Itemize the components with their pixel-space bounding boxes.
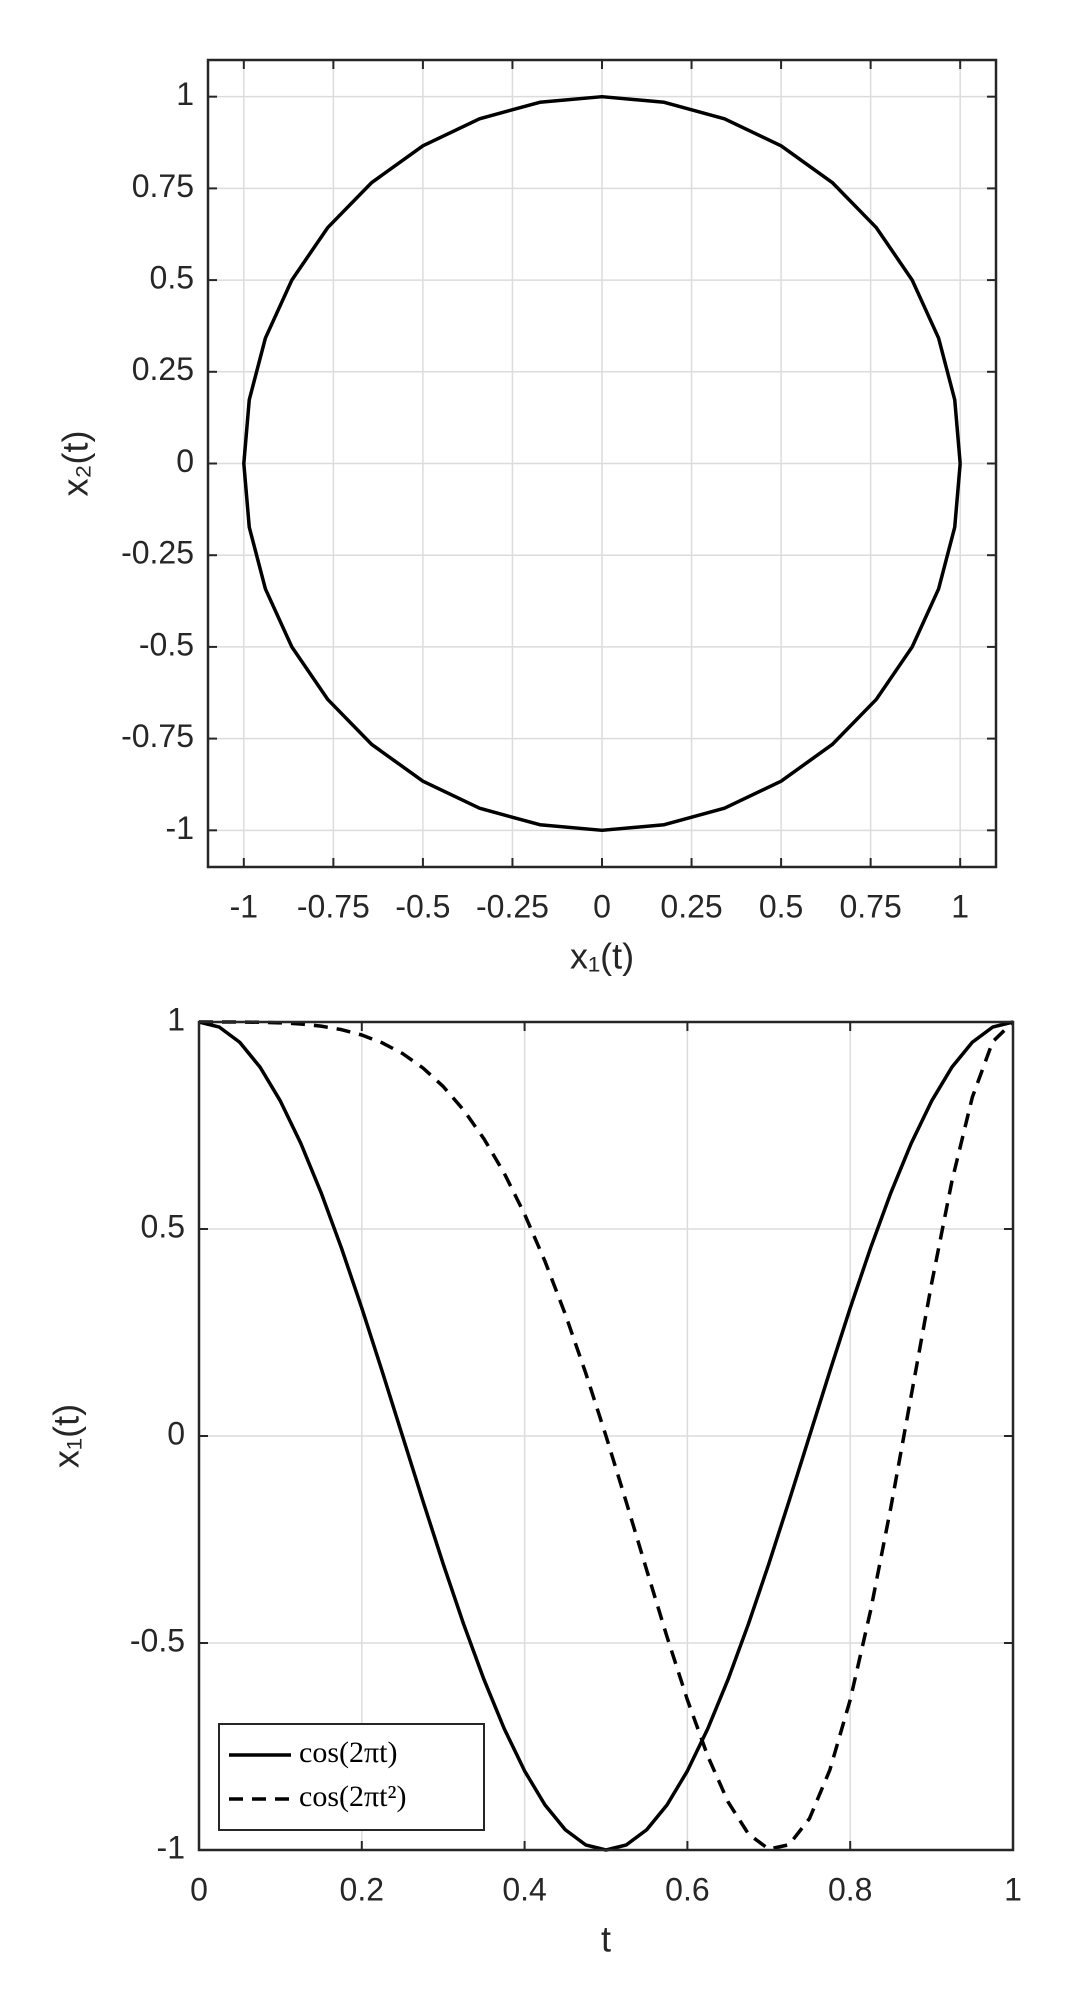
x-axis-label: t	[601, 1919, 611, 1960]
x-tick-label: 0	[593, 888, 611, 924]
x-tick-label: 0.75	[839, 888, 901, 924]
data-line	[242, 94, 962, 833]
y-axis-label: x₂(t)	[55, 431, 96, 497]
legend-label: cos(2πt)	[299, 1736, 397, 1769]
y-tick-label: 0.75	[132, 168, 194, 204]
x-tick-label: -1	[230, 888, 258, 924]
y-tick-label: -0.25	[121, 535, 194, 571]
y-tick-label: -1	[166, 810, 194, 846]
y-tick-label: 1	[176, 76, 194, 112]
y-tick-label: 0	[167, 1415, 185, 1451]
axes: 0 0.2 0.4 0.6 0.8 1 -1 -0.5 0 0.5 1 t x₁(t) cos(2πt) c…	[46, 1001, 1022, 1959]
legend-label: cos(2πt²)	[299, 1780, 406, 1813]
y-axis-label: x₁(t)	[46, 1404, 87, 1468]
x-tick-label: 0.4	[502, 1871, 546, 1907]
y-tick-label: -1	[157, 1829, 185, 1865]
x-tick-label: 0.5	[759, 888, 803, 924]
y-tick-label: 0.5	[150, 260, 194, 296]
x-tick-label: 0.25	[660, 888, 722, 924]
x-tick-label: -0.25	[476, 888, 549, 924]
data-line	[199, 1020, 1015, 1851]
x-tick-label: 0.6	[665, 1871, 709, 1907]
axes: -1 -0.75 -0.5 -0.25 0 0.25 0.5 0.75 1 -1 -0.75 -0.5…	[55, 58, 998, 977]
y-tick-label: 0	[176, 443, 194, 479]
x-tick-label: 0	[190, 1871, 208, 1907]
x-tick-label: -0.5	[395, 888, 450, 924]
axes-box	[206, 58, 998, 869]
y-tick-label: 0.25	[132, 351, 194, 387]
x-tick-label: -0.75	[297, 888, 370, 924]
y-tick-label: -0.75	[121, 718, 194, 754]
y-tick-label: 0.5	[141, 1208, 185, 1244]
x-axis-label: x₁(t)	[570, 936, 634, 977]
x-tick-label: 0.8	[828, 1871, 872, 1907]
y-tick-label: -0.5	[139, 626, 194, 662]
y-tick-label: -0.5	[130, 1622, 185, 1658]
y-tick-label: 1	[167, 1001, 185, 1037]
x-tick-label: 1	[1004, 1871, 1022, 1907]
axes-box	[197, 1020, 1015, 1852]
x-tick-label: 0.2	[340, 1871, 384, 1907]
x-tick-label: 1	[951, 888, 969, 924]
legend-box	[218, 1723, 485, 1831]
